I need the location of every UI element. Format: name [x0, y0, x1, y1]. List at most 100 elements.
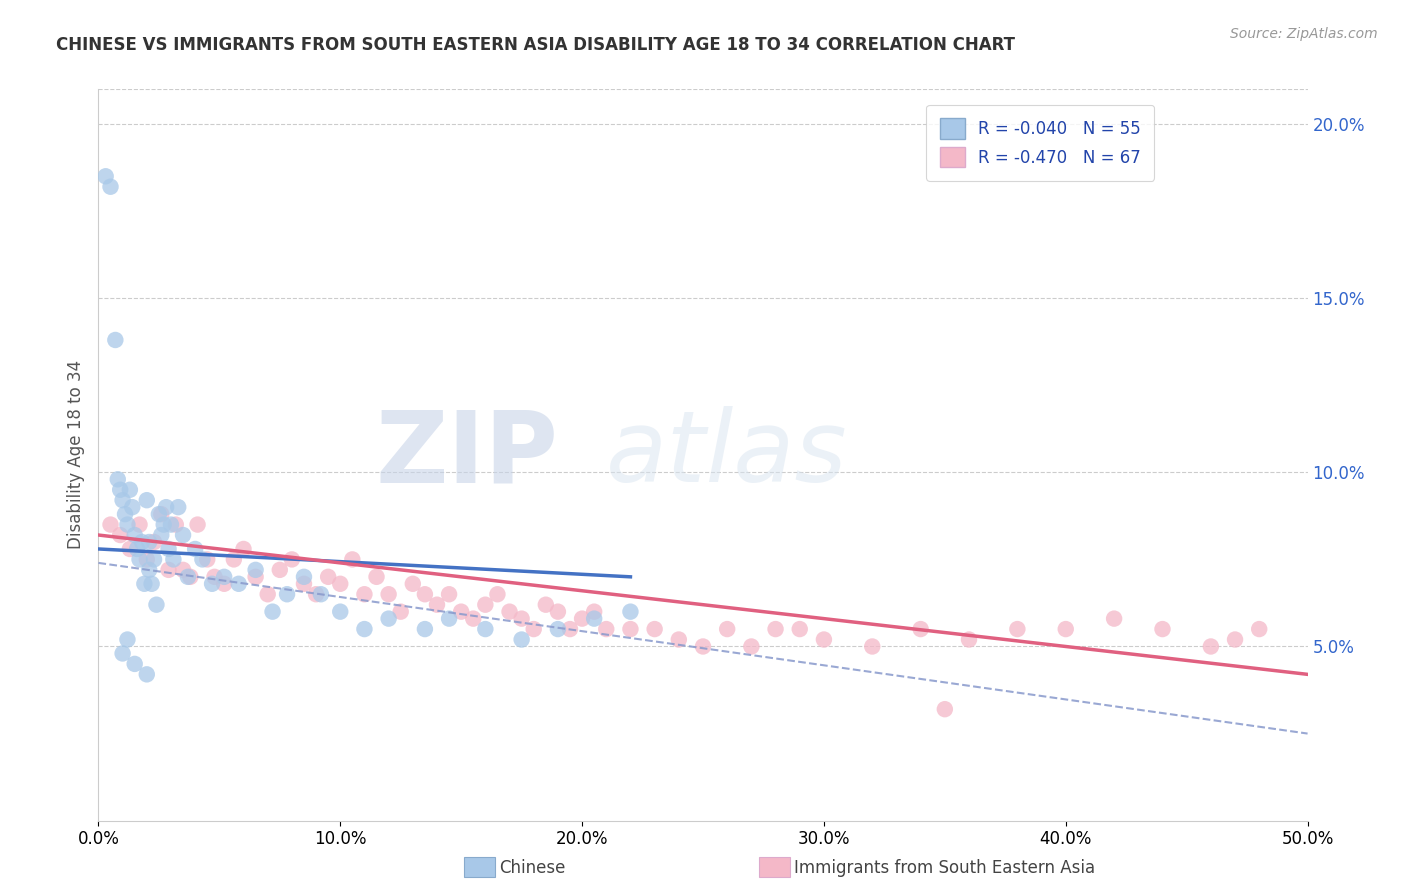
Point	[413, 587, 436, 601]
Point	[292, 570, 315, 584]
Point	[547, 605, 569, 619]
Point	[172, 563, 194, 577]
Point	[162, 552, 184, 566]
Point	[232, 541, 254, 556]
Point	[114, 507, 136, 521]
Point	[813, 632, 835, 647]
Point	[191, 552, 214, 566]
Point	[184, 541, 207, 556]
Point	[910, 622, 932, 636]
Point	[389, 605, 412, 619]
Point	[138, 535, 160, 549]
Point	[765, 622, 787, 636]
Point	[172, 528, 194, 542]
Point	[292, 576, 315, 591]
Point	[100, 179, 122, 194]
Point	[309, 587, 332, 601]
Point	[143, 552, 166, 566]
Point	[426, 598, 449, 612]
Point	[305, 587, 328, 601]
Point	[619, 605, 641, 619]
Point	[716, 622, 738, 636]
Point	[934, 702, 956, 716]
Point	[100, 517, 122, 532]
Point	[474, 598, 496, 612]
Text: ZIP: ZIP	[375, 407, 558, 503]
Point	[179, 570, 201, 584]
Point	[1199, 640, 1222, 654]
Point	[150, 507, 173, 521]
Point	[1152, 622, 1174, 636]
Point	[117, 517, 139, 532]
Point	[157, 563, 180, 577]
Point	[148, 507, 170, 521]
Point	[150, 528, 173, 542]
Point	[547, 622, 569, 636]
Point	[117, 632, 139, 647]
Point	[789, 622, 811, 636]
Text: Chinese: Chinese	[499, 859, 565, 877]
Point	[740, 640, 762, 654]
Text: CHINESE VS IMMIGRANTS FROM SOUTH EASTERN ASIA DISABILITY AGE 18 TO 34 CORRELATIO: CHINESE VS IMMIGRANTS FROM SOUTH EASTERN…	[56, 36, 1015, 54]
Point	[228, 576, 250, 591]
Point	[212, 576, 235, 591]
Point	[222, 552, 245, 566]
Point	[510, 632, 533, 647]
Point	[195, 552, 218, 566]
Point	[583, 605, 606, 619]
Point	[474, 622, 496, 636]
Point	[437, 587, 460, 601]
Point	[118, 483, 141, 497]
Point	[128, 552, 150, 566]
Point	[135, 552, 157, 566]
Point	[245, 563, 267, 577]
Point	[281, 552, 304, 566]
Point	[143, 535, 166, 549]
Point	[118, 541, 141, 556]
Point	[450, 605, 472, 619]
Point	[138, 563, 160, 577]
Point	[94, 169, 117, 184]
Point	[523, 622, 546, 636]
Point	[668, 632, 690, 647]
Point	[558, 622, 581, 636]
Point	[276, 587, 298, 601]
Point	[463, 612, 485, 626]
Point	[131, 535, 153, 549]
Point	[1054, 622, 1077, 636]
Point	[353, 587, 375, 601]
Point	[692, 640, 714, 654]
Point	[201, 576, 224, 591]
Point	[107, 472, 129, 486]
Point	[135, 667, 157, 681]
Point	[155, 500, 177, 515]
Point	[141, 576, 163, 591]
Text: atlas: atlas	[606, 407, 848, 503]
Point	[256, 587, 278, 601]
Point	[187, 517, 209, 532]
Point	[534, 598, 557, 612]
Point	[111, 493, 134, 508]
Point	[127, 541, 149, 556]
Point	[860, 640, 883, 654]
Point	[329, 605, 352, 619]
Point	[269, 563, 291, 577]
Point	[108, 528, 131, 542]
Point	[104, 333, 127, 347]
Point	[316, 570, 339, 584]
Point	[165, 517, 187, 532]
Point	[204, 570, 226, 584]
Point	[413, 622, 436, 636]
Point	[402, 576, 425, 591]
Y-axis label: Disability Age 18 to 34: Disability Age 18 to 34	[66, 360, 84, 549]
Point	[329, 576, 352, 591]
Point	[152, 517, 174, 532]
Point	[583, 612, 606, 626]
Point	[644, 622, 666, 636]
Point	[510, 612, 533, 626]
Point	[128, 517, 150, 532]
Point	[160, 517, 183, 532]
Point	[1223, 632, 1246, 647]
Point	[571, 612, 593, 626]
Point	[167, 500, 190, 515]
